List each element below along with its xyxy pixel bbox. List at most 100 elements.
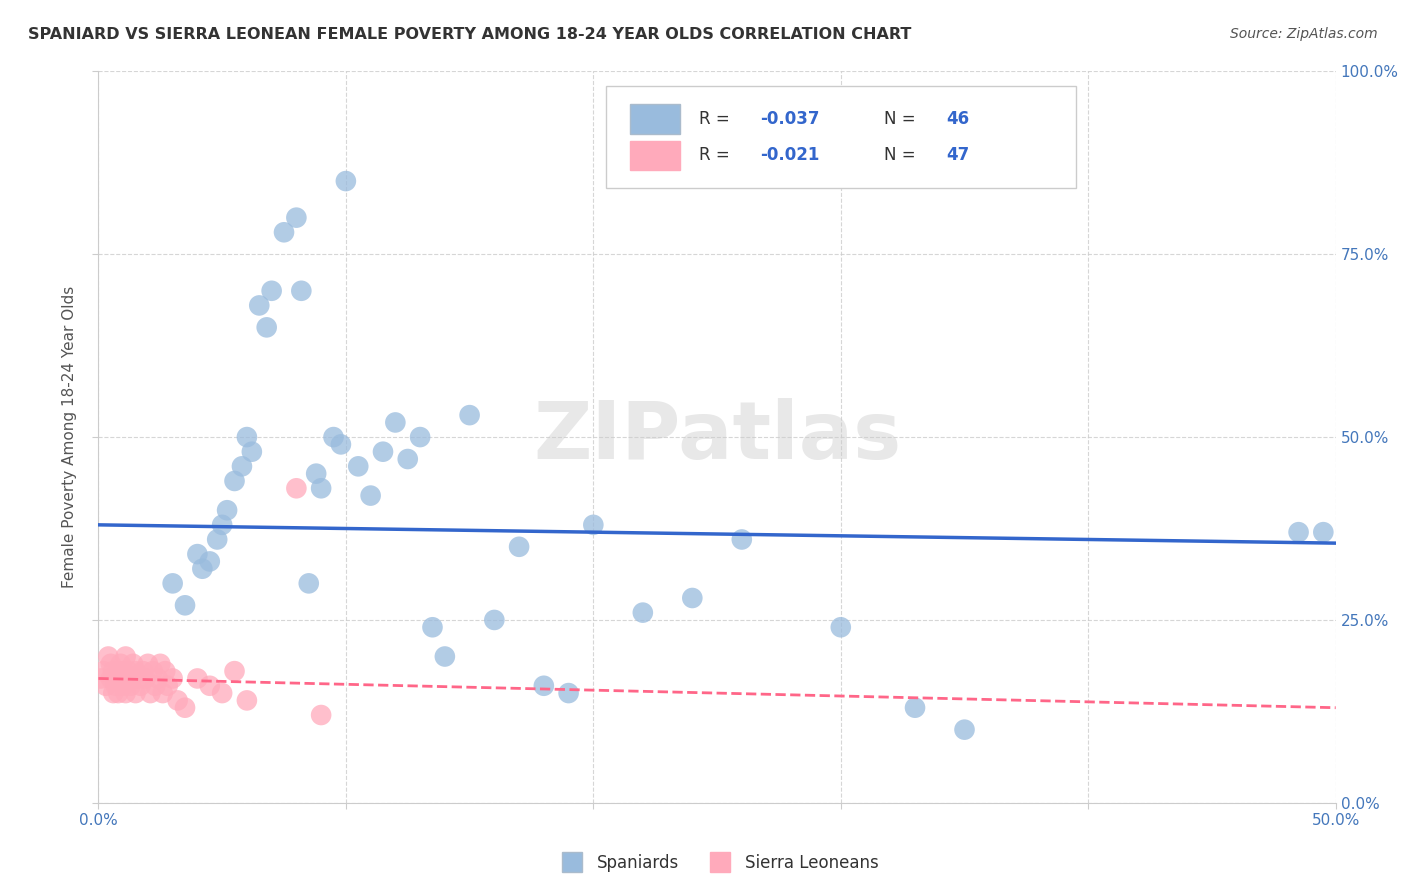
Point [335,174,357,188]
Point [142,664,165,678]
Point [100,657,122,671]
Point [557,686,579,700]
Text: ZIPatlas: ZIPatlas [533,398,901,476]
Point [298,576,321,591]
Point [198,679,221,693]
Point [285,211,308,225]
Point [114,649,136,664]
Point [186,672,208,686]
Bar [630,104,681,134]
Point [236,430,259,444]
Point [174,599,197,613]
Point [191,562,214,576]
Point [371,444,394,458]
Point [120,679,142,693]
Point [681,591,703,605]
Text: -0.021: -0.021 [761,146,820,164]
Legend: Spaniards, Sierra Leoneans: Spaniards, Sierra Leoneans [548,847,886,879]
Point [155,664,177,678]
Point [122,657,145,671]
Point [240,444,263,458]
Point [433,649,456,664]
Point [305,467,328,481]
Point [830,620,852,634]
Bar [630,141,681,170]
Point [117,672,139,686]
Point [256,320,278,334]
Text: R =: R = [699,110,734,128]
Point [100,672,122,686]
Point [124,686,146,700]
Point [731,533,754,547]
Point [103,686,125,700]
Point [136,657,159,671]
Point [224,664,246,678]
Point [347,459,370,474]
Point [224,474,246,488]
Text: N =: N = [884,110,921,128]
Text: R =: R = [699,146,734,164]
Point [149,657,172,671]
Point [422,620,444,634]
Point [129,679,152,693]
Point [186,547,208,561]
Point [132,664,155,678]
Point [162,672,184,686]
Point [112,679,135,693]
Text: -0.037: -0.037 [761,110,820,128]
Point [384,416,406,430]
Point [146,672,169,686]
Point [174,700,197,714]
Point [290,284,312,298]
Point [631,606,654,620]
Point [309,708,332,723]
Point [143,679,166,693]
Point [90,672,112,686]
Y-axis label: Female Poverty Among 18-24 Year Olds: Female Poverty Among 18-24 Year Olds [62,286,77,588]
Point [93,664,115,678]
Point [139,686,162,700]
Point [124,664,146,678]
Point [236,693,259,707]
Point [166,693,188,707]
Point [211,517,233,532]
Text: Source: ZipAtlas.com: Source: ZipAtlas.com [1230,27,1378,41]
Point [329,437,352,451]
Point [396,452,419,467]
Text: SPANIARD VS SIERRA LEONEAN FEMALE POVERTY AMONG 18-24 YEAR OLDS CORRELATION CHAR: SPANIARD VS SIERRA LEONEAN FEMALE POVERT… [28,27,911,42]
Point [484,613,506,627]
Point [217,503,239,517]
Point [211,686,233,700]
Point [104,672,127,686]
Point [162,576,184,591]
Point [107,664,129,678]
Point [103,664,125,678]
Point [360,489,382,503]
Point [953,723,976,737]
Point [156,679,179,693]
Point [508,540,530,554]
Point [117,664,139,678]
Point [904,700,927,714]
Point [1288,525,1310,540]
Point [110,657,132,671]
Point [260,284,283,298]
Point [97,649,120,664]
Point [1312,525,1334,540]
Text: 47: 47 [946,146,969,164]
Point [247,298,270,312]
Point [582,517,605,532]
Text: 46: 46 [946,110,969,128]
Point [309,481,332,495]
Point [322,430,344,444]
Point [152,686,174,700]
Point [458,408,481,422]
Text: N =: N = [884,146,921,164]
Point [107,686,129,700]
Point [409,430,432,444]
Point [285,481,308,495]
Point [114,686,136,700]
Point [273,225,295,239]
Point [110,672,132,686]
Point [104,679,127,693]
